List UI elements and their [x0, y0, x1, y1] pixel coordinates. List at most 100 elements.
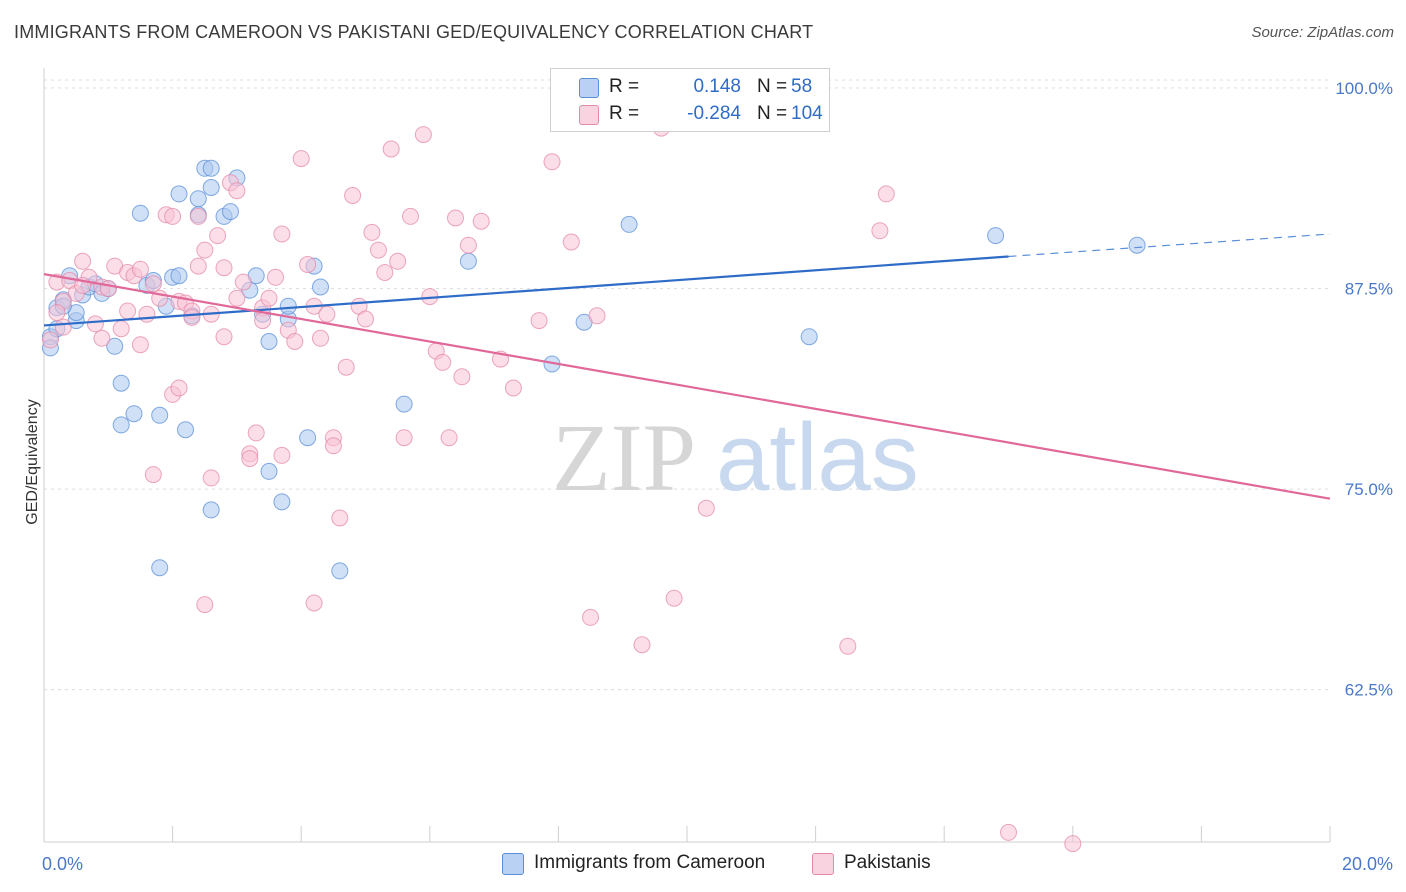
- data-point: [260, 333, 278, 350]
- data-point: [357, 310, 374, 328]
- data-point: [170, 379, 188, 397]
- data-point: [86, 315, 104, 333]
- legend-swatch-cameroon: [502, 853, 524, 875]
- data-point: [144, 466, 162, 484]
- data-point: [202, 159, 220, 177]
- legend-n-value: 104: [791, 103, 823, 124]
- legend-n-value: 58: [791, 76, 813, 97]
- data-point: [434, 353, 452, 371]
- data-point: [112, 320, 130, 338]
- data-point: [299, 256, 317, 273]
- data-point: [241, 450, 259, 468]
- data-point: [324, 437, 342, 455]
- data-point: [376, 264, 394, 281]
- data-point: [305, 594, 323, 612]
- data-point: [164, 207, 182, 225]
- data-point: [247, 424, 265, 442]
- data-point: [318, 305, 336, 323]
- data-point: [106, 337, 124, 355]
- data-point: [530, 312, 548, 330]
- data-point: [189, 257, 207, 275]
- y-tick-label: 100.0%: [1335, 79, 1393, 98]
- stats-legend: R = 0.148 N = 58 R = -0.284 N = 104: [550, 68, 830, 132]
- data-point: [337, 358, 355, 376]
- series-pakistanis-points: [41, 79, 1082, 853]
- data-point: [138, 305, 156, 323]
- data-point: [189, 207, 207, 225]
- data-point: [1000, 823, 1017, 841]
- data-point: [331, 509, 349, 527]
- data-point: [562, 233, 580, 251]
- legend-label-cameroon: Immigrants from Cameroon: [534, 852, 766, 873]
- data-point: [112, 374, 130, 392]
- legend-n-label: N =: [757, 103, 788, 124]
- data-point: [633, 636, 651, 654]
- data-point: [1064, 835, 1082, 853]
- legend-r-value: -0.284: [687, 103, 741, 124]
- data-point: [312, 329, 329, 347]
- data-point: [395, 395, 413, 413]
- data-point: [877, 185, 895, 203]
- data-point: [183, 308, 201, 326]
- data-point: [144, 275, 162, 293]
- data-point: [267, 268, 284, 286]
- data-point: [202, 469, 220, 487]
- legend-r-value: 0.148: [693, 76, 741, 97]
- data-point: [543, 153, 561, 171]
- watermark-atlas: atlas: [716, 404, 919, 511]
- data-point: [48, 304, 66, 322]
- data-point: [871, 222, 889, 240]
- legend-swatch-cameroon: [579, 78, 599, 98]
- data-point: [344, 187, 362, 204]
- data-point: [260, 289, 278, 307]
- legend-n-label: N =: [757, 76, 788, 97]
- data-point: [299, 429, 317, 447]
- data-point: [151, 406, 169, 424]
- data-point: [189, 190, 207, 208]
- data-point: [665, 589, 683, 607]
- data-point: [254, 312, 272, 330]
- data-point: [440, 429, 458, 447]
- data-point: [273, 493, 291, 511]
- data-point: [209, 227, 227, 245]
- data-point: [234, 273, 252, 291]
- data-point: [382, 140, 400, 158]
- data-point: [215, 328, 233, 346]
- data-point: [202, 179, 220, 196]
- data-point: [131, 204, 149, 222]
- data-point: [389, 252, 407, 270]
- data-point: [54, 318, 72, 336]
- data-point: [119, 302, 137, 320]
- data-point: [582, 608, 599, 626]
- trend-lines: [43, 233, 1331, 500]
- data-point: [279, 297, 297, 315]
- data-point: [447, 209, 464, 227]
- data-point: [228, 182, 246, 200]
- data-point: [41, 331, 59, 349]
- data-point: [369, 241, 387, 259]
- legend-swatch-pakistanis: [579, 105, 599, 125]
- grid-lines: [44, 79, 1330, 691]
- legend-label-pakistanis: Pakistanis: [844, 852, 931, 873]
- data-point: [363, 223, 381, 241]
- data-point: [459, 252, 477, 270]
- source-credit: Source: ZipAtlas.com: [1251, 24, 1394, 41]
- data-point: [414, 126, 432, 144]
- data-point: [331, 562, 349, 580]
- watermark: ZIP atlas: [552, 404, 919, 511]
- data-point: [800, 328, 818, 346]
- data-point: [170, 267, 188, 285]
- legend-swatch-pakistanis: [812, 853, 834, 875]
- chart-title: IMMIGRANTS FROM CAMEROON VS PAKISTANI GE…: [14, 22, 814, 42]
- data-point: [151, 559, 169, 577]
- data-point: [228, 289, 246, 307]
- data-point: [260, 462, 278, 480]
- data-point: [202, 501, 220, 519]
- data-point: [839, 637, 857, 655]
- data-point: [93, 329, 111, 347]
- data-point: [215, 259, 233, 277]
- data-point: [402, 207, 419, 225]
- data-point: [177, 421, 194, 439]
- data-point: [312, 278, 329, 296]
